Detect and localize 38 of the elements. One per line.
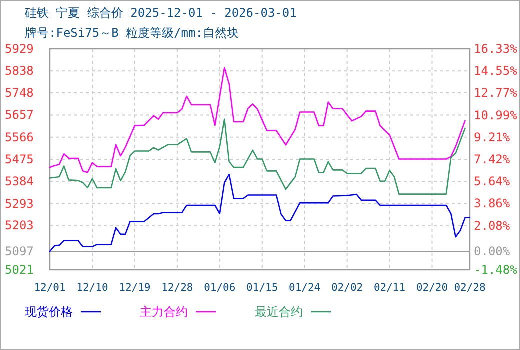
y2-tick-label: -1.48%: [474, 263, 518, 277]
y-tick-label: 5293: [5, 196, 34, 211]
y2-tick-label: 14.55%: [474, 64, 518, 78]
y-tick-label: 5203: [5, 218, 34, 233]
y-tick-label: 5097: [5, 244, 34, 258]
x-tick-label: 02/20: [416, 282, 448, 294]
x-tick-label: 12/01: [34, 282, 66, 294]
x-tick-label: 12/28: [162, 282, 194, 294]
y2-tick-label: 12.77%: [474, 86, 518, 100]
chart-title: 硅铁 宁夏 综合价 2025-12-01 - 2026-03-01: [24, 6, 297, 20]
x-tick-label: 02/11: [374, 282, 406, 294]
chart-subtitle: 牌号:FeSi75～B 粒度等级/mm:自然块: [25, 26, 239, 40]
y-tick-label: 5021: [5, 263, 34, 277]
y2-tick-label: 0.00%: [474, 244, 511, 259]
y2-tick-label: 7.42%: [474, 152, 511, 167]
y-tick-label: 5566: [5, 130, 34, 144]
x-tick-label: 12/19: [119, 282, 151, 294]
y-tick-label: 5384: [5, 174, 34, 189]
legend-label: 主力合约: [140, 305, 188, 319]
y-tick-label: 5838: [5, 64, 34, 78]
legend-label: 现货价格: [25, 305, 73, 319]
x-tick-label: 01/15: [246, 282, 278, 294]
y-tick-label: 5748: [5, 86, 34, 100]
x-tick-label: 01/06: [204, 282, 236, 294]
legend-label: 最近合约: [255, 305, 303, 319]
y2-tick-label: 10.99%: [474, 108, 518, 122]
y-tick-label: 5657: [5, 108, 34, 122]
y2-tick-label: 2.08%: [474, 218, 511, 233]
x-tick-label: 01/24: [289, 282, 321, 294]
y2-tick-label: 3.86%: [474, 196, 511, 211]
x-tick-label: 02/02: [332, 282, 364, 294]
y2-tick-label: 16.33%: [474, 42, 518, 56]
y2-tick-label: 5.64%: [474, 174, 511, 189]
x-tick-label: 12/10: [76, 282, 108, 294]
y2-tick-label: 9.21%: [474, 130, 511, 144]
y-tick-label: 5475: [5, 152, 34, 166]
x-tick-label: 02/28: [454, 282, 486, 294]
y-tick-label: 5929: [5, 42, 34, 56]
